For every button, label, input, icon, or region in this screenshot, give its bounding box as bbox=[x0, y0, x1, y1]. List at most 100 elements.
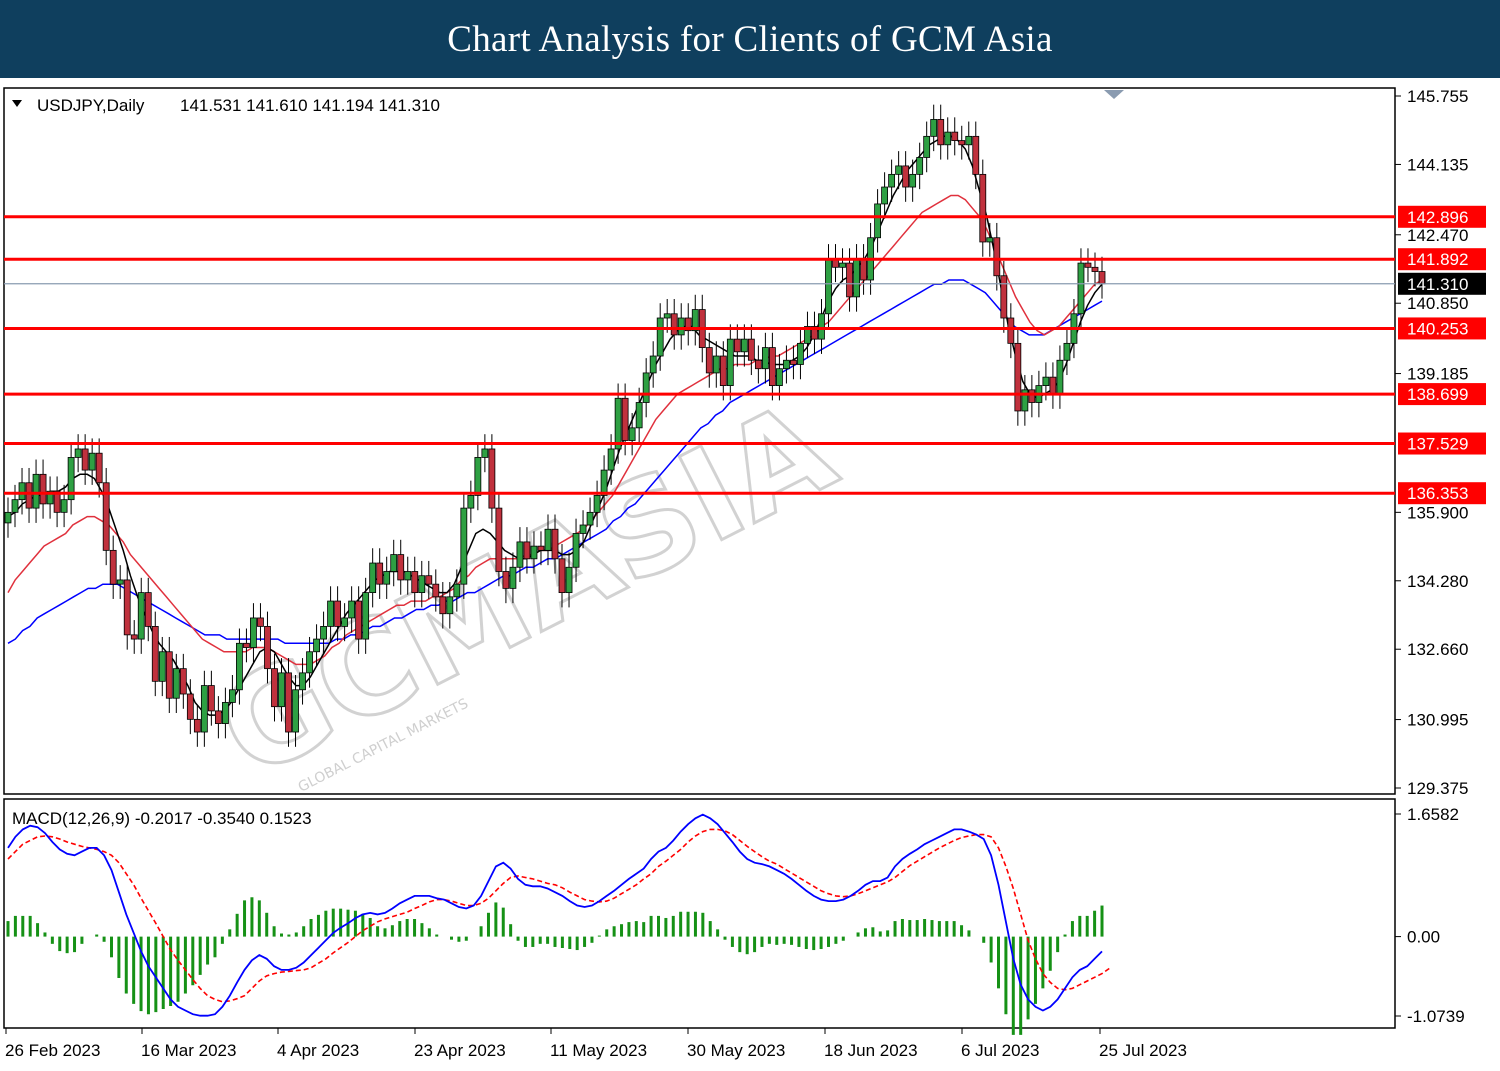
bull-candle-body bbox=[46, 490, 54, 505]
candle bbox=[418, 560, 426, 608]
bull-candle-body bbox=[158, 651, 166, 682]
candle bbox=[67, 442, 75, 515]
bull-candle-body bbox=[839, 262, 846, 268]
candle bbox=[881, 172, 889, 219]
candle bbox=[257, 603, 264, 642]
bull-candle-body bbox=[467, 495, 475, 509]
candle bbox=[558, 544, 566, 608]
bull-candle-body bbox=[390, 554, 398, 572]
candle bbox=[292, 674, 299, 747]
bull-candle-body bbox=[1021, 389, 1029, 412]
candle bbox=[102, 467, 110, 566]
bull-candle-body bbox=[628, 427, 636, 441]
candle bbox=[165, 636, 173, 714]
bull-candle-body bbox=[327, 600, 334, 627]
candle bbox=[425, 560, 433, 599]
candle bbox=[376, 548, 384, 599]
bull-candle-body bbox=[137, 592, 145, 640]
candle bbox=[46, 476, 54, 519]
bull-candle-body bbox=[4, 511, 12, 524]
macd-indicator: 1.6582 0.00 -1.0739 bbox=[6, 805, 1465, 1035]
time-tick-label: 6 Jul 2023 bbox=[961, 1041, 1039, 1060]
candle bbox=[327, 586, 334, 642]
bear-candle-body bbox=[257, 617, 264, 627]
candle bbox=[677, 303, 685, 350]
candle bbox=[656, 303, 664, 371]
candle bbox=[523, 527, 531, 574]
bear-candle-body bbox=[334, 600, 342, 627]
candle bbox=[369, 548, 377, 608]
bull-candle-body bbox=[677, 317, 685, 336]
candle bbox=[18, 467, 26, 515]
chart-shift-marker-icon[interactable] bbox=[1104, 90, 1124, 99]
bear-candle-body bbox=[537, 545, 545, 551]
candle bbox=[958, 125, 966, 160]
time-tick-label: 30 May 2023 bbox=[687, 1041, 785, 1060]
collapse-triangle-icon[interactable] bbox=[12, 100, 22, 107]
bull-candle-body bbox=[1042, 376, 1050, 387]
candle bbox=[158, 636, 166, 697]
candle bbox=[25, 467, 33, 523]
candle bbox=[179, 653, 187, 709]
bull-candle-body bbox=[691, 309, 699, 332]
bull-candle-body bbox=[593, 495, 601, 513]
bear-candle-body bbox=[488, 448, 496, 509]
candle bbox=[481, 434, 489, 473]
candle bbox=[804, 311, 811, 359]
bull-candle-body bbox=[607, 448, 615, 471]
bear-candle-body bbox=[558, 558, 566, 594]
bear-candle-body bbox=[621, 397, 629, 441]
candle bbox=[306, 636, 313, 688]
bear-candle-body bbox=[102, 482, 110, 551]
candle bbox=[747, 324, 755, 376]
time-tick-label: 11 May 2023 bbox=[550, 1041, 647, 1060]
bear-candle-body bbox=[25, 482, 33, 509]
bear-candle-body bbox=[264, 626, 271, 670]
bull-candle-body bbox=[453, 583, 461, 598]
candle bbox=[551, 514, 559, 574]
candle bbox=[95, 438, 103, 498]
chart-banner: Chart Analysis for Clients of GCM Asia bbox=[0, 0, 1500, 78]
bear-candle-body bbox=[1091, 266, 1099, 272]
candle bbox=[137, 577, 145, 654]
candle bbox=[895, 151, 903, 190]
macd-tick-label: 0.00 bbox=[1407, 928, 1440, 947]
bear-candle-body bbox=[151, 626, 159, 682]
bull-candle-body bbox=[320, 626, 327, 640]
candle bbox=[986, 222, 994, 257]
candle bbox=[432, 569, 440, 612]
candle bbox=[509, 552, 517, 604]
candle bbox=[516, 527, 524, 583]
level-label: 138.699 bbox=[1407, 385, 1468, 404]
bull-candle-body bbox=[74, 448, 82, 458]
bull-candle-body bbox=[313, 638, 320, 653]
bull-candle-body bbox=[965, 135, 973, 146]
bull-candle-body bbox=[923, 135, 931, 158]
candle bbox=[88, 438, 96, 485]
bull-candle-body bbox=[881, 186, 889, 205]
bull-candle-body bbox=[874, 203, 881, 239]
bear-candle-body bbox=[495, 507, 503, 572]
bull-candle-body bbox=[776, 368, 783, 387]
bear-candle-body bbox=[733, 338, 741, 353]
current-price-badge bbox=[1398, 272, 1486, 295]
bull-candle-body bbox=[930, 119, 938, 137]
price-tick-label: 144.135 bbox=[1407, 155, 1468, 174]
candle bbox=[397, 539, 405, 595]
bear-candle-body bbox=[551, 528, 559, 560]
candle bbox=[783, 345, 790, 384]
bull-candle-body bbox=[853, 258, 860, 298]
candle bbox=[186, 679, 194, 735]
level-label: 136.353 bbox=[1407, 484, 1468, 503]
symbol-label: USDJPY,Daily bbox=[37, 96, 145, 115]
candle bbox=[109, 535, 117, 599]
bear-candle-body bbox=[754, 359, 762, 370]
bull-candle-body bbox=[32, 473, 40, 509]
bull-candle-body bbox=[383, 571, 391, 585]
macd-label: MACD(12,26,9) -0.2017 -0.3540 0.1523 bbox=[12, 809, 312, 828]
price-panel-header: USDJPY,Daily 141.531 141.610 141.194 141… bbox=[12, 96, 440, 115]
bear-candle-body bbox=[243, 642, 250, 648]
time-tick-label: 23 Apr 2023 bbox=[414, 1041, 506, 1060]
bear-candle-body bbox=[123, 579, 131, 636]
bull-candle-body bbox=[579, 524, 587, 534]
